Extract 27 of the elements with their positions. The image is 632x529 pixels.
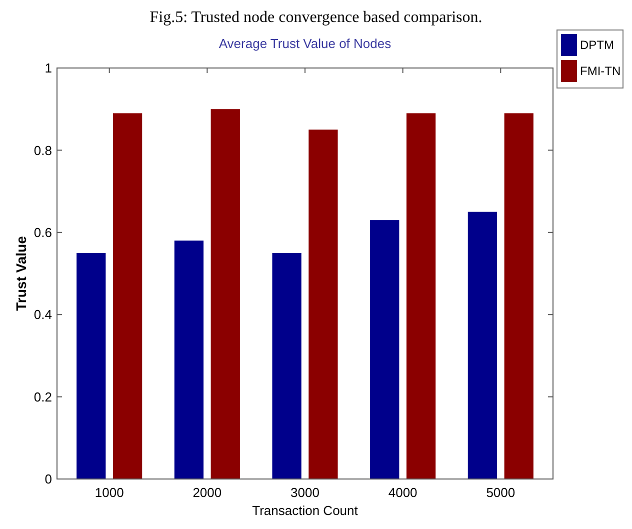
bar xyxy=(406,113,436,479)
y-tick-label: 0.4 xyxy=(34,307,52,322)
legend-label: FMI-TN xyxy=(580,64,621,78)
bar xyxy=(370,220,400,479)
y-axis-title: Trust Value xyxy=(13,236,29,311)
bar xyxy=(504,113,534,479)
y-tick-label: 0.8 xyxy=(34,142,52,158)
x-tick-label: 5000 xyxy=(486,485,516,500)
caption: Fig.5: Trusted node convergence based comparison. xyxy=(150,9,482,26)
bar xyxy=(76,252,106,479)
bar xyxy=(210,109,240,479)
chart-title: Average Trust Value of Nodes xyxy=(218,36,392,51)
bar xyxy=(308,130,338,479)
bar xyxy=(272,252,302,479)
y-tick-label: 0 xyxy=(44,472,52,487)
x-axis-title: Transaction Count xyxy=(252,503,358,518)
bar xyxy=(174,240,204,479)
x-tick-label: 1000 xyxy=(94,485,124,500)
x-tick-label: 3000 xyxy=(290,485,320,500)
y-tick-label: 0.6 xyxy=(34,224,52,240)
y-tick-label: 1 xyxy=(44,60,52,76)
bar xyxy=(112,113,142,479)
bar xyxy=(468,212,498,479)
x-tick-label: 2000 xyxy=(192,485,222,500)
x-tick-label: 4000 xyxy=(388,485,418,500)
legend-label: DPTM xyxy=(580,38,614,52)
y-tick-label: 0.2 xyxy=(34,389,52,404)
